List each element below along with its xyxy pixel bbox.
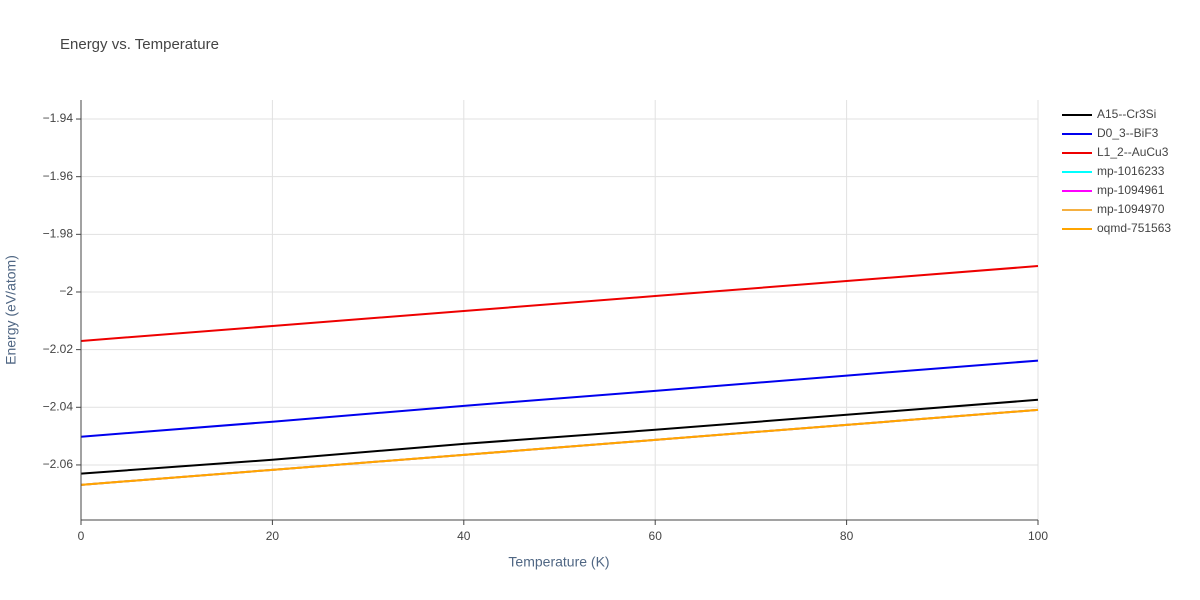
- plot-lines: [80, 265, 1039, 486]
- series-line: [80, 398, 1039, 475]
- legend-label: mp-1094970: [1097, 202, 1165, 216]
- legend-label: D0_3--BiF3: [1097, 126, 1159, 140]
- legend-label: L1_2--AuCu3: [1097, 145, 1169, 159]
- x-tick-label: 100: [1028, 529, 1048, 543]
- axes: 0 20 40 60 80 100 −2.06 −2.04 −2.02 −2 −1.98 −1.96 −…: [43, 100, 1048, 543]
- x-tick-label: 80: [840, 529, 854, 543]
- y-tick-label: −2.04: [43, 399, 74, 413]
- legend-label: A15--Cr3Si: [1097, 107, 1156, 121]
- chart-title: Energy vs. Temperature: [60, 36, 219, 53]
- series-line: [80, 359, 1039, 438]
- x-tick-label: 0: [78, 529, 85, 543]
- y-tick-label: −2.06: [43, 457, 74, 471]
- y-tick-label: −2.02: [43, 342, 74, 356]
- y-tick-label: −1.98: [43, 227, 74, 241]
- y-tick-label: −1.94: [43, 111, 74, 125]
- x-tick-label: 40: [457, 529, 471, 543]
- y-tick-label: −1.96: [43, 169, 74, 183]
- x-axis-title: Temperature (K): [508, 554, 609, 570]
- legend-label: mp-1094961: [1097, 183, 1165, 197]
- x-tick-label: 60: [649, 529, 663, 543]
- legend: A15--Cr3Si D0_3--BiF3 L1_2--AuCu3 mp-101623…: [1062, 107, 1171, 235]
- x-tick-label: 20: [266, 529, 280, 543]
- y-tick-label: −2: [59, 284, 73, 298]
- legend-label: mp-1016233: [1097, 164, 1165, 178]
- series-line: [80, 265, 1039, 342]
- grid: [80, 100, 1039, 520]
- series-line: [80, 408, 1039, 486]
- legend-label: oqmd-751563: [1097, 221, 1171, 235]
- y-axis-title: Energy (eV/atom): [3, 255, 19, 365]
